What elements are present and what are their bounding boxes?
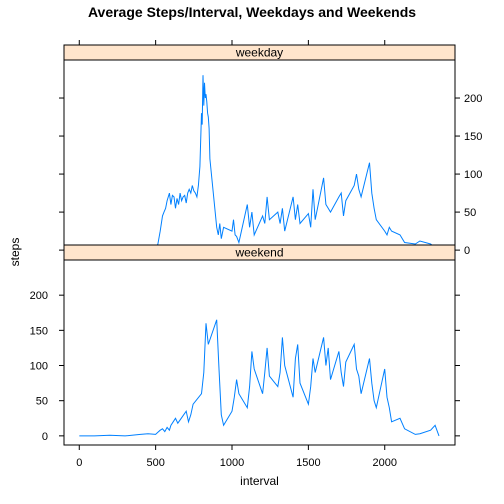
x-tick-label: 2000 bbox=[373, 457, 397, 469]
x-tick-label: 0 bbox=[76, 457, 82, 469]
y-tick-label-weekend: 0 bbox=[42, 431, 48, 443]
weekday-strip-label: weekday bbox=[235, 46, 283, 60]
y-tick-label-weekend: 150 bbox=[30, 325, 48, 337]
weekend-plot-area bbox=[63, 259, 456, 446]
x-tick-label: 500 bbox=[146, 457, 164, 469]
y-tick-label-weekday: 50 bbox=[464, 207, 476, 219]
y-tick-label-weekend: 50 bbox=[36, 396, 48, 408]
y-tick-label-weekend: 100 bbox=[30, 361, 48, 373]
weekday-plot-area bbox=[63, 59, 456, 261]
y-tick-label-weekday: 100 bbox=[464, 169, 482, 181]
y-tick-label-weekday: 200 bbox=[464, 93, 482, 105]
weekend-strip-label: weekend bbox=[234, 246, 283, 260]
panel-weekday: weekday bbox=[63, 44, 456, 261]
panel-weekend: weekend bbox=[63, 244, 456, 446]
x-tick-label: 1500 bbox=[296, 457, 320, 469]
y-tick-label-weekday: 0 bbox=[464, 245, 470, 257]
weekday-series-line bbox=[79, 75, 440, 251]
y-axis-label: steps bbox=[8, 238, 22, 267]
weekend-series-line bbox=[79, 319, 440, 437]
chart-title: Average Steps/Interval, Weekdays and Wee… bbox=[88, 4, 416, 20]
panels: weekday weekend bbox=[63, 44, 456, 446]
y-tick-label-weekday: 150 bbox=[464, 131, 482, 143]
x-tick-label: 1000 bbox=[220, 457, 244, 469]
x-axis-label: interval bbox=[240, 474, 279, 488]
y-tick-label-weekend: 200 bbox=[30, 290, 48, 302]
